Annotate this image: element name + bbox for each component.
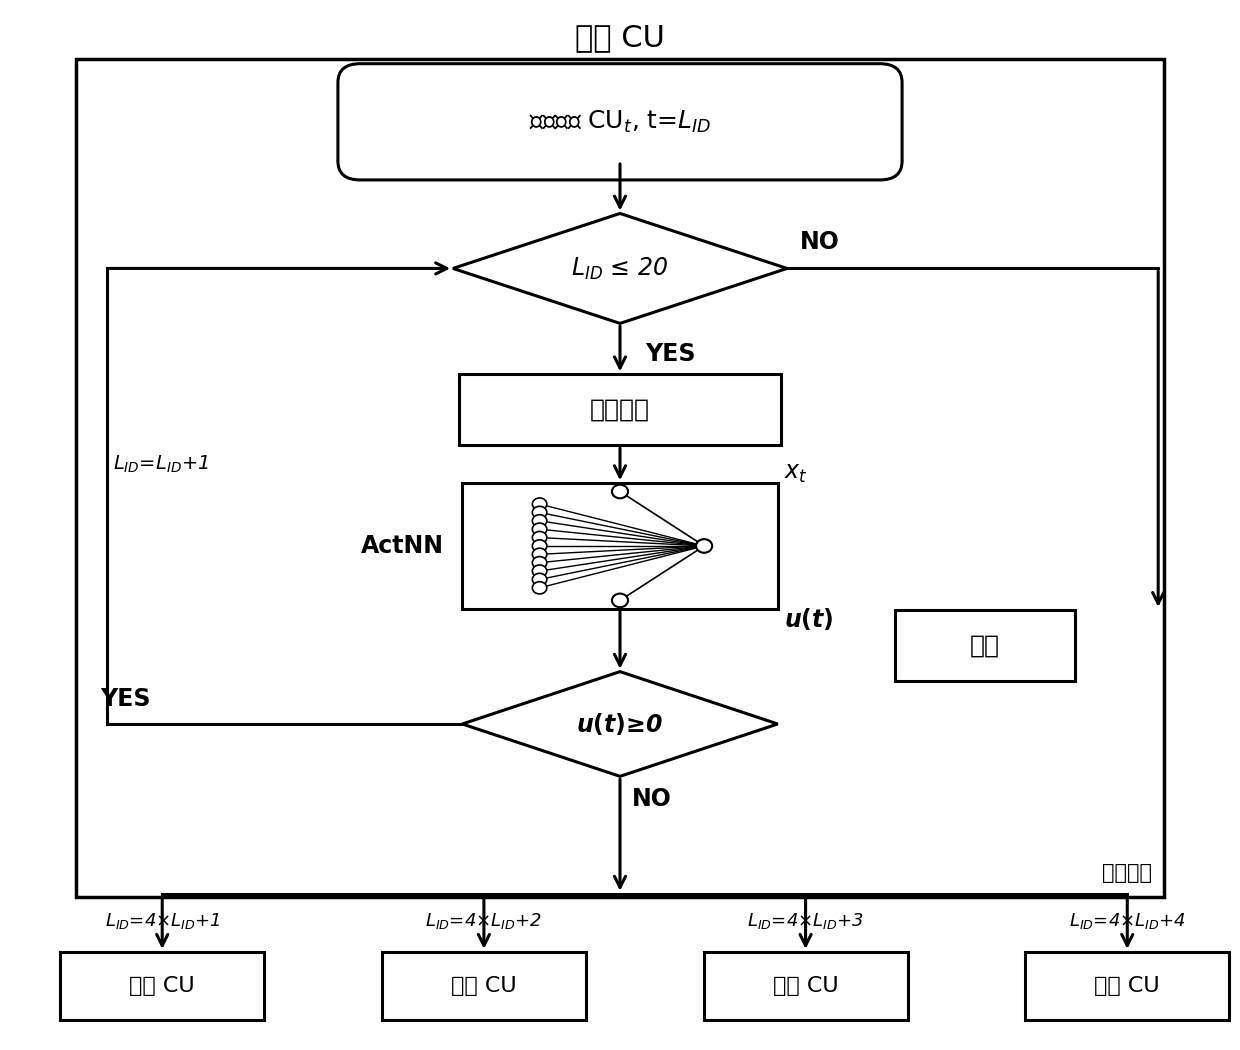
Circle shape [532, 565, 547, 578]
Text: $\boldsymbol{x_t}$: $\boldsymbol{x_t}$ [784, 461, 807, 485]
Polygon shape [463, 672, 777, 776]
Text: YES: YES [100, 688, 151, 712]
Text: $L_{ID}$=$L_{ID}$+1: $L_{ID}$=$L_{ID}$+1 [113, 455, 208, 476]
Text: 结束: 结束 [970, 633, 999, 657]
Circle shape [532, 506, 547, 519]
Text: 压缩 CU: 压缩 CU [575, 23, 665, 52]
Circle shape [532, 531, 547, 544]
Circle shape [532, 498, 547, 510]
FancyBboxPatch shape [339, 64, 901, 180]
Text: 特征提取: 特征提取 [590, 398, 650, 422]
Circle shape [532, 540, 547, 552]
Text: $\boldsymbol{u(t)}$: $\boldsymbol{u(t)}$ [784, 606, 833, 632]
Text: ActNN: ActNN [361, 534, 444, 558]
Bar [76, 59, 1164, 897]
Text: 压缩 CU: 压缩 CU [451, 975, 517, 995]
Text: NO: NO [800, 230, 839, 254]
Bar [895, 610, 1075, 681]
Bar [703, 951, 908, 1020]
Circle shape [613, 593, 627, 607]
Bar [463, 483, 777, 609]
Circle shape [532, 548, 547, 561]
Text: $L_{ID}$=4×$L_{ID}$+3: $L_{ID}$=4×$L_{ID}$+3 [748, 910, 864, 931]
Text: 压缩 CU: 压缩 CU [1095, 975, 1161, 995]
Text: YES: YES [645, 342, 696, 366]
Text: 压缩 CU: 压缩 CU [773, 975, 838, 995]
Text: $L_{ID}$=4×$L_{ID}$+2: $L_{ID}$=4×$L_{ID}$+2 [425, 910, 542, 931]
Text: $L_{ID}$ ≤ 20: $L_{ID}$ ≤ 20 [572, 255, 668, 281]
Circle shape [696, 539, 712, 552]
Circle shape [613, 485, 627, 499]
Circle shape [532, 573, 547, 586]
Polygon shape [453, 213, 787, 323]
Text: NO: NO [632, 786, 672, 811]
Text: $\boldsymbol{u(t)}$≥0: $\boldsymbol{u(t)}$≥0 [577, 711, 663, 737]
Bar [459, 374, 781, 445]
Bar [382, 951, 587, 1020]
Text: 压缩 CU: 压缩 CU [129, 975, 195, 995]
Bar [1025, 951, 1229, 1020]
Bar [61, 951, 264, 1020]
Circle shape [532, 514, 547, 527]
Text: 递归调用: 递归调用 [1102, 863, 1152, 883]
Circle shape [532, 582, 547, 594]
Text: $L_{ID}$=4×$L_{ID}$+4: $L_{ID}$=4×$L_{ID}$+4 [1069, 910, 1185, 931]
Text: 开始编码 CU$_t$, t=$L_{ID}$: 开始编码 CU$_t$, t=$L_{ID}$ [528, 109, 712, 134]
Text: $L_{ID}$=4×$L_{ID}$+1: $L_{ID}$=4×$L_{ID}$+1 [104, 910, 219, 931]
Circle shape [532, 556, 547, 569]
Circle shape [532, 523, 547, 536]
